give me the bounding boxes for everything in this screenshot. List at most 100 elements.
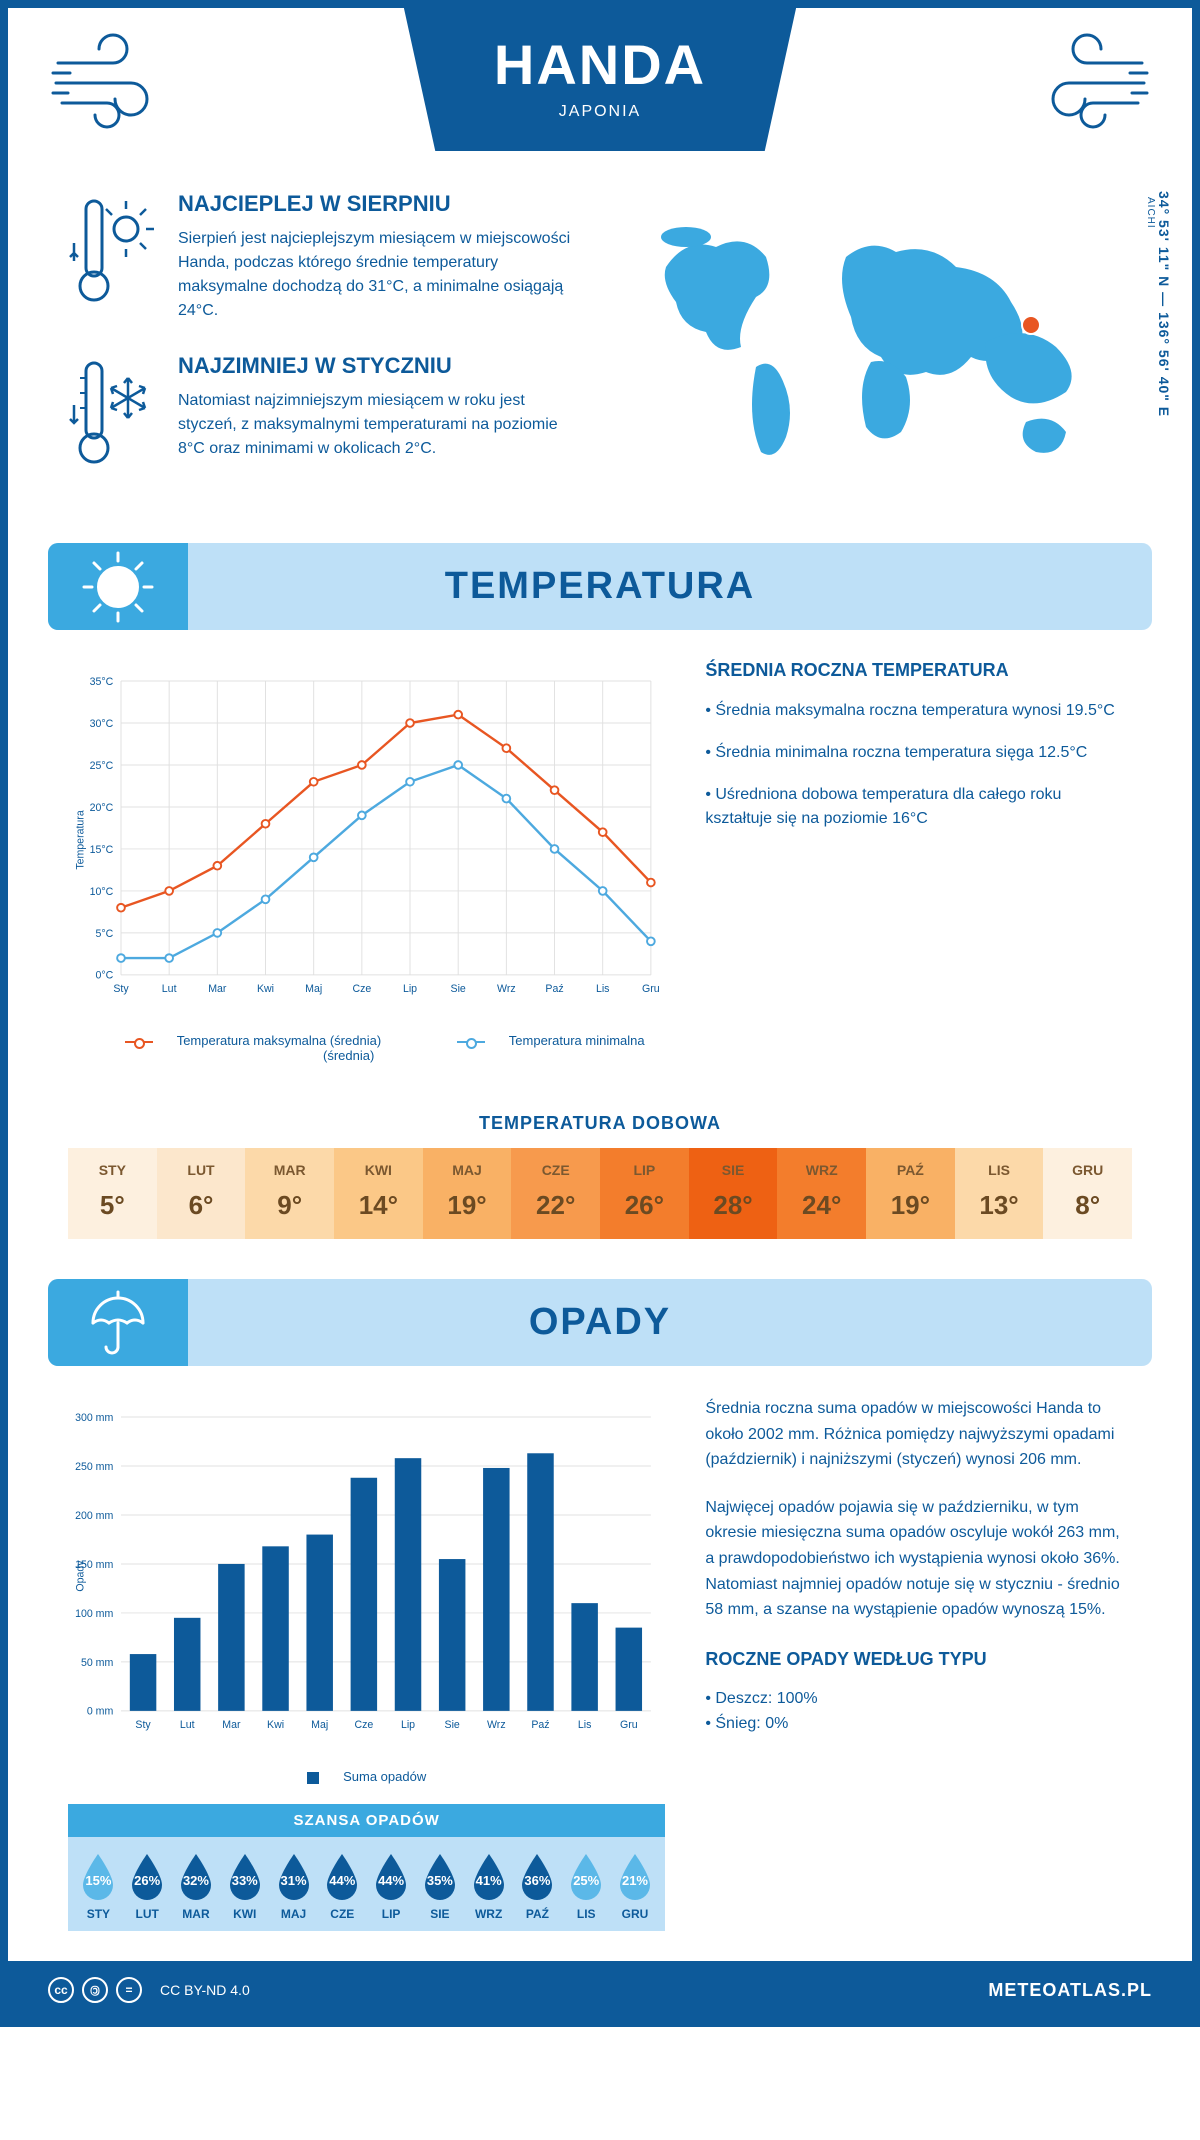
chance-drop-cell: 33%KWI <box>220 1851 269 1921</box>
brand: METEOATLAS.PL <box>988 1980 1152 2001</box>
daily-temp-cell: WRZ24° <box>777 1148 866 1239</box>
daily-temp-cell: LUT6° <box>157 1148 246 1239</box>
precipitation-bar-chart: 0 mm50 mm100 mm150 mm200 mm250 mm300 mmS… <box>68 1396 665 1756</box>
chance-drop-cell: 31%MAJ <box>269 1851 318 1921</box>
svg-text:0 mm: 0 mm <box>87 1706 114 1718</box>
daily-temp-cell: LIP26° <box>600 1148 689 1239</box>
temp-stats-title: ŚREDNIA ROCZNA TEMPERATURA <box>705 660 1132 681</box>
temperature-line-chart: 0°C5°C10°C15°C20°C25°C30°C35°CStyLutMarK… <box>68 660 665 1063</box>
precipitation-title: OPADY <box>48 1301 1152 1344</box>
svg-text:Sie: Sie <box>445 1719 460 1731</box>
chance-drop-cell: 26%LUT <box>123 1851 172 1921</box>
temperature-stats: ŚREDNIA ROCZNA TEMPERATURA Średnia maksy… <box>705 660 1132 1063</box>
cold-fact: NAJZIMNIEJ W STYCZNIU Natomiast najzimni… <box>68 353 580 473</box>
daily-temp-cell: GRU8° <box>1043 1148 1132 1239</box>
chance-drop-cell: 35%SIE <box>415 1851 464 1921</box>
temp-stat-item: Średnia minimalna roczna temperatura się… <box>705 741 1132 765</box>
chance-drop-cell: 21%GRU <box>611 1851 660 1921</box>
temp-stat-item: Uśredniona dobowa temperatura dla całego… <box>705 783 1132 831</box>
temperature-title: TEMPERATURA <box>48 565 1152 608</box>
daily-temp-cell: MAR9° <box>245 1148 334 1239</box>
license: cc 🄯 = CC BY-ND 4.0 <box>48 1977 250 2003</box>
hot-fact-body: Sierpień jest najcieplejszym miesiącem w… <box>178 227 580 323</box>
svg-text:0°C: 0°C <box>96 970 114 982</box>
precip-type-item: Deszcz: 100% <box>705 1686 1132 1712</box>
svg-text:Lut: Lut <box>162 983 177 995</box>
svg-text:Sty: Sty <box>135 1719 151 1731</box>
temperature-legend: Temperatura maksymalna (średnia) Tempera… <box>68 1033 665 1063</box>
nd-icon: = <box>116 1977 142 2003</box>
thermometer-cold-icon <box>68 353 158 473</box>
svg-text:Paź: Paź <box>531 1719 549 1731</box>
svg-text:Lis: Lis <box>578 1719 592 1731</box>
footer: cc 🄯 = CC BY-ND 4.0 METEOATLAS.PL <box>8 1961 1192 2019</box>
daily-temp-cell: LIS13° <box>955 1148 1044 1239</box>
svg-text:Lis: Lis <box>596 983 610 995</box>
svg-text:Lip: Lip <box>401 1719 415 1731</box>
svg-text:25°C: 25°C <box>90 760 114 772</box>
daily-temp-cell: CZE22° <box>511 1148 600 1239</box>
daily-temp-cell: PAŹ19° <box>866 1148 955 1239</box>
precipitation-legend: Suma opadów <box>68 1769 665 1784</box>
svg-text:5°C: 5°C <box>96 928 114 940</box>
svg-text:300 mm: 300 mm <box>75 1412 113 1424</box>
svg-text:Gru: Gru <box>642 983 660 995</box>
daily-temp-cell: MAJ19° <box>423 1148 512 1239</box>
cold-fact-body: Natomiast najzimniejszym miesiącem w rok… <box>178 389 580 461</box>
cold-fact-title: NAJZIMNIEJ W STYCZNIU <box>178 353 580 379</box>
wind-icon <box>1032 28 1152 138</box>
precipitation-section-header: OPADY <box>48 1279 1152 1366</box>
svg-text:35°C: 35°C <box>90 676 114 688</box>
svg-text:Wrz: Wrz <box>487 1719 506 1731</box>
svg-text:250 mm: 250 mm <box>75 1461 113 1473</box>
umbrella-icon <box>48 1279 188 1366</box>
coordinates: 34° 53' 11" N — 136° 56' 40" E AICHI <box>1145 191 1172 417</box>
thermometer-hot-icon <box>68 191 158 311</box>
svg-text:100 mm: 100 mm <box>75 1608 113 1620</box>
svg-text:50 mm: 50 mm <box>81 1657 114 1669</box>
precip-paragraph-1: Średnia roczna suma opadów w miejscowośc… <box>705 1396 1132 1473</box>
chance-drop-cell: 44%CZE <box>318 1851 367 1921</box>
daily-temp-strip: STY5°LUT6°MAR9°KWI14°MAJ19°CZE22°LIP26°S… <box>68 1148 1132 1239</box>
chance-drop-cell: 44%LIP <box>367 1851 416 1921</box>
title-banner: HANDA JAPONIA <box>404 8 796 151</box>
header: HANDA JAPONIA <box>8 8 1192 151</box>
svg-text:Lut: Lut <box>180 1719 195 1731</box>
wind-icon <box>48 28 168 138</box>
svg-text:Kwi: Kwi <box>267 1719 284 1731</box>
chance-title: SZANSA OPADÓW <box>68 1804 665 1837</box>
chance-drop-cell: 41%WRZ <box>464 1851 513 1921</box>
svg-text:Opady: Opady <box>74 1560 86 1592</box>
temperature-section-header: TEMPERATURA <box>48 543 1152 630</box>
chance-drop-cell: 15%STY <box>74 1851 123 1921</box>
hot-fact-title: NAJCIEPLEJ W SIERPNIU <box>178 191 580 217</box>
by-icon: 🄯 <box>82 1977 108 2003</box>
chance-drop-cell: 36%PAŹ <box>513 1851 562 1921</box>
svg-text:10°C: 10°C <box>90 886 114 898</box>
svg-text:Cze: Cze <box>354 1719 373 1731</box>
daily-temp-cell: KWI14° <box>334 1148 423 1239</box>
svg-text:Sie: Sie <box>451 983 466 995</box>
chance-drop-cell: 32%MAR <box>172 1851 221 1921</box>
precipitation-text: Średnia roczna suma opadów w miejscowośc… <box>705 1396 1132 1931</box>
chance-drop-cell: 25%LIS <box>562 1851 611 1921</box>
temp-stat-item: Średnia maksymalna roczna temperatura wy… <box>705 699 1132 723</box>
svg-text:Gru: Gru <box>620 1719 638 1731</box>
license-text: CC BY-ND 4.0 <box>160 1982 250 1998</box>
hot-fact: NAJCIEPLEJ W SIERPNIU Sierpień jest najc… <box>68 191 580 323</box>
svg-text:Kwi: Kwi <box>257 983 274 995</box>
daily-temp-cell: SIE28° <box>689 1148 778 1239</box>
precip-type-item: Śnieg: 0% <box>705 1711 1132 1737</box>
daily-temp-cell: STY5° <box>68 1148 157 1239</box>
svg-text:Lip: Lip <box>403 983 417 995</box>
svg-text:Maj: Maj <box>311 1719 328 1731</box>
svg-text:Sty: Sty <box>113 983 129 995</box>
precip-type-title: ROCZNE OPADY WEDŁUG TYPU <box>705 1645 1132 1674</box>
precip-paragraph-2: Najwięcej opadów pojawia się w październ… <box>705 1495 1132 1623</box>
city-title: HANDA <box>494 32 706 97</box>
world-map: 34° 53' 11" N — 136° 56' 40" E AICHI <box>620 191 1132 503</box>
svg-text:Mar: Mar <box>208 983 227 995</box>
svg-text:200 mm: 200 mm <box>75 1510 113 1522</box>
svg-text:30°C: 30°C <box>90 718 114 730</box>
svg-text:20°C: 20°C <box>90 802 114 814</box>
